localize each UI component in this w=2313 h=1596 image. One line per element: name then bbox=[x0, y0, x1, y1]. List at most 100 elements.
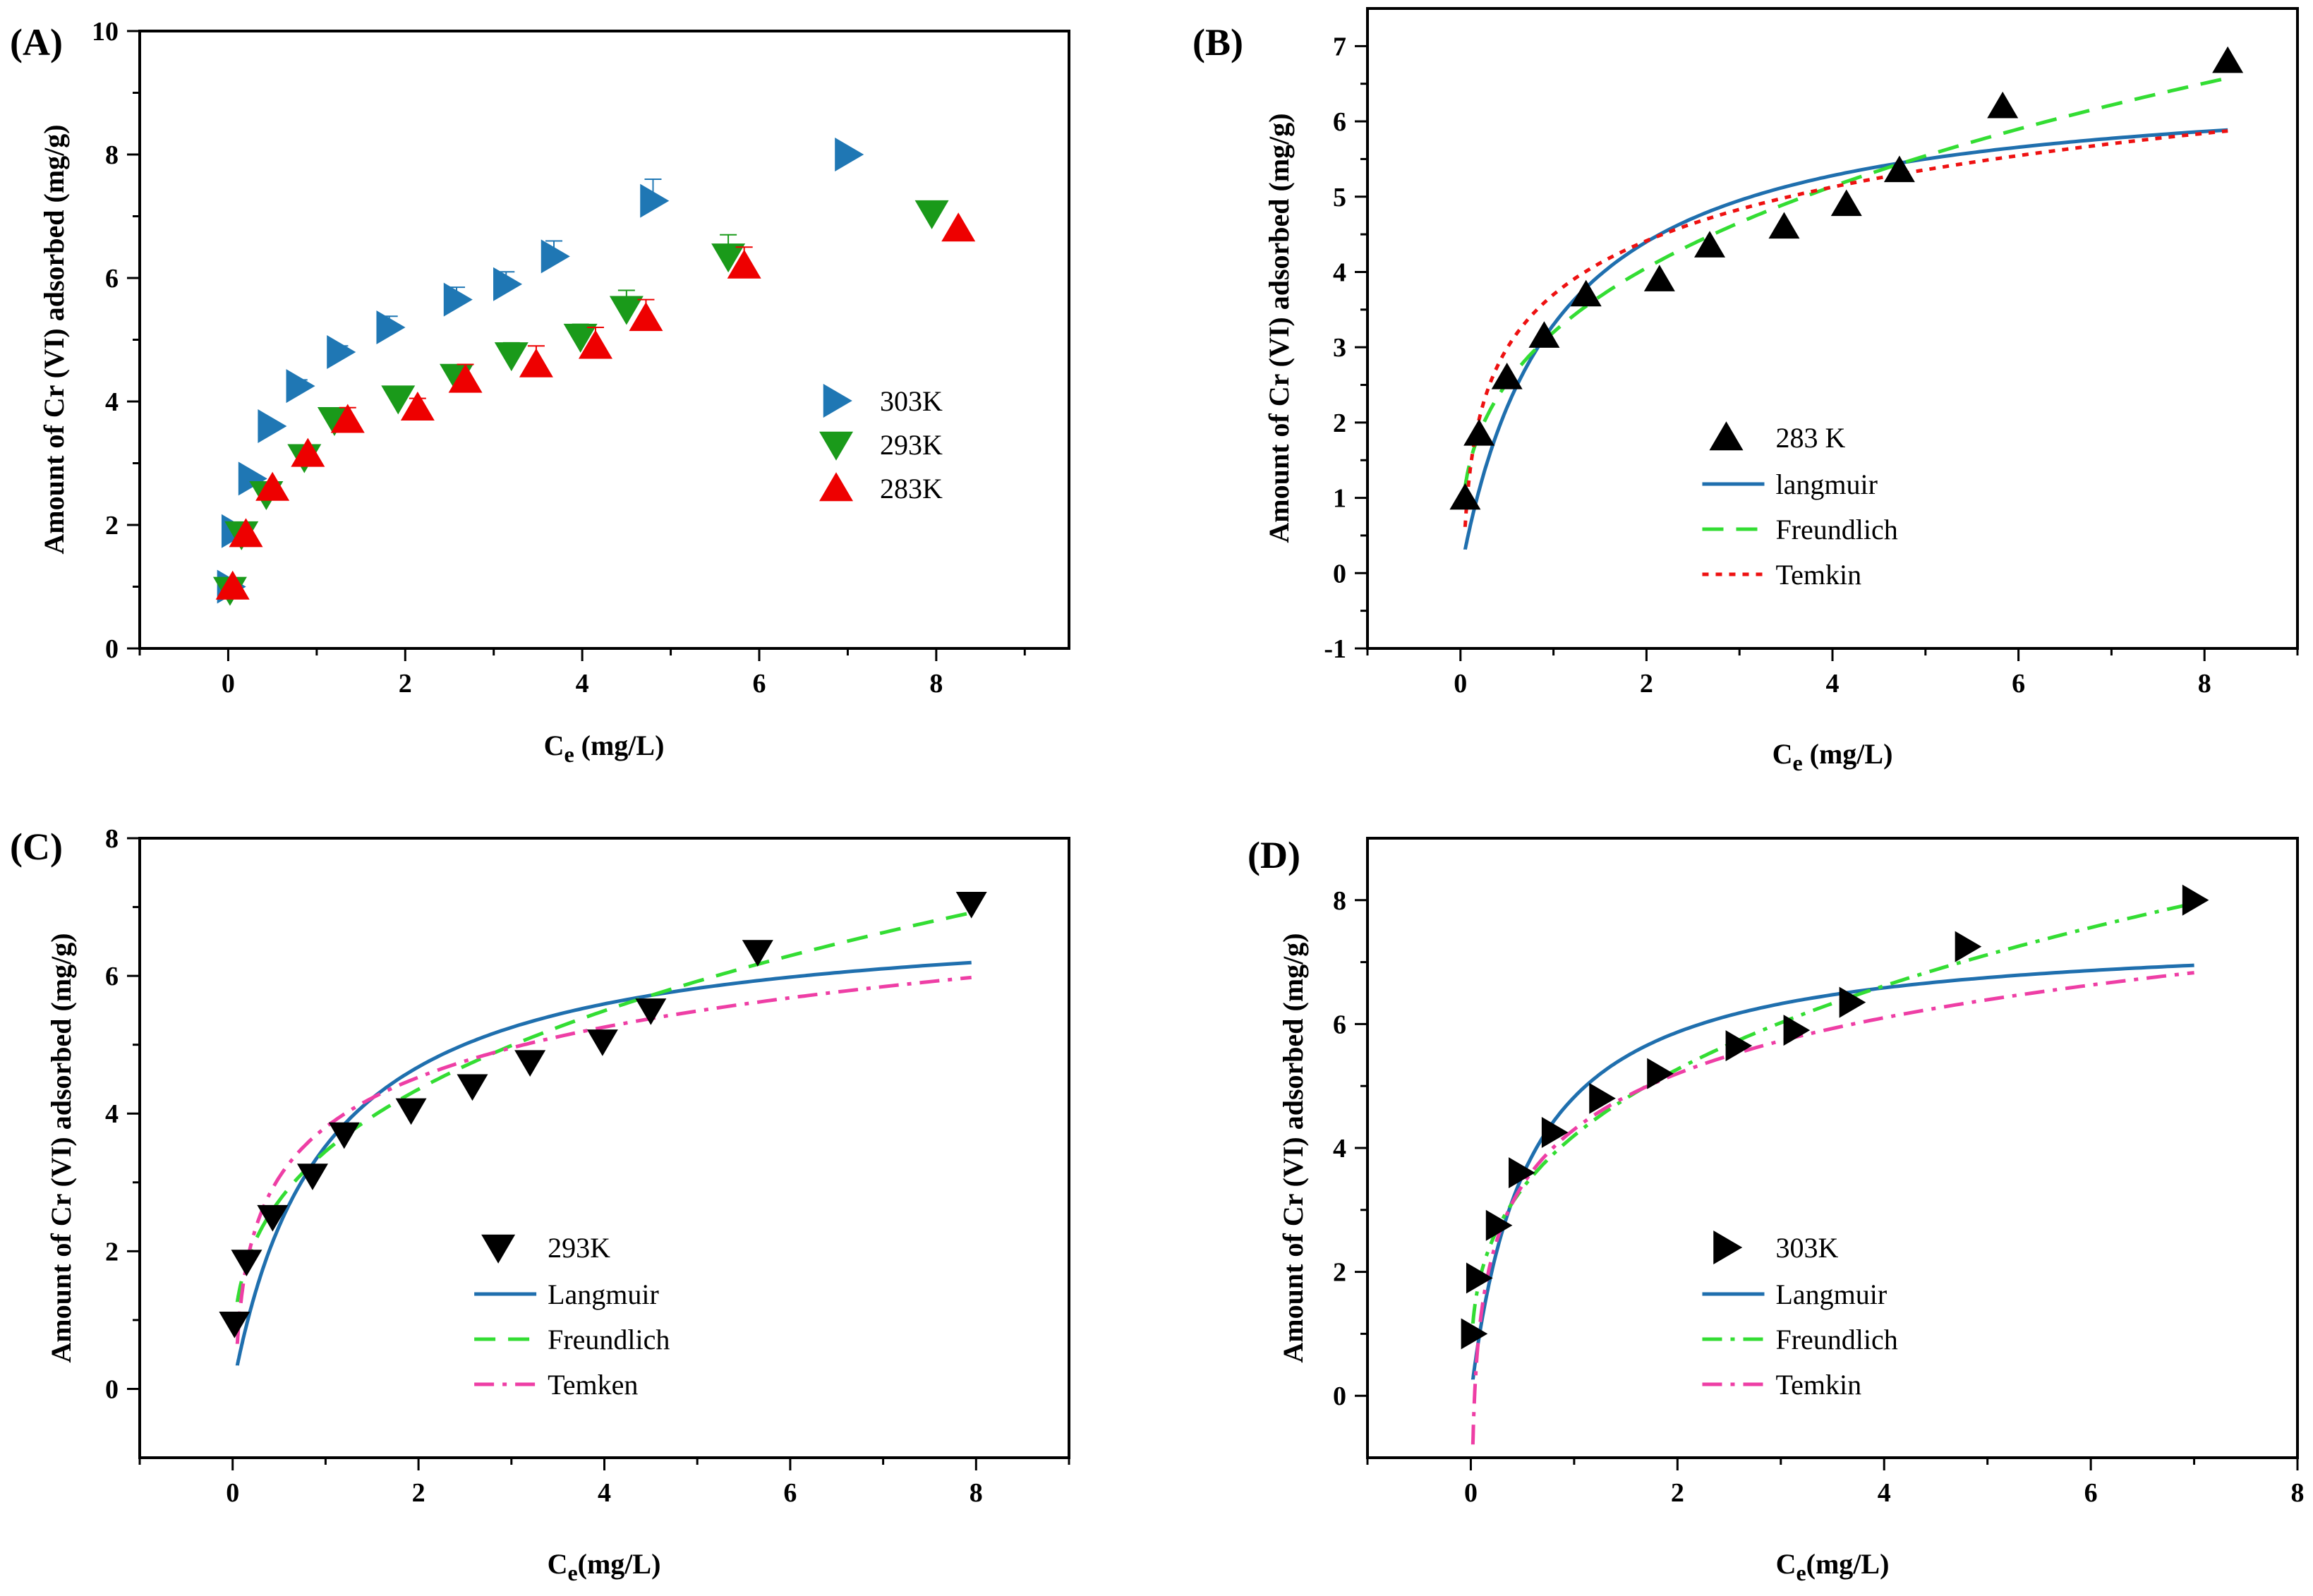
panel-c-xlabel-rest: (mg/L) bbox=[578, 1548, 661, 1580]
panel-d-point bbox=[1485, 1209, 1513, 1241]
panel-c-xtick-label: 8 bbox=[970, 1478, 983, 1508]
panel-c-xtick-label: 2 bbox=[412, 1478, 425, 1508]
panel-b-legend-label: langmuir bbox=[1775, 468, 1877, 500]
panel-b-xlabel-main: C bbox=[1773, 738, 1793, 770]
panel-d-point bbox=[1541, 1117, 1569, 1149]
panel-a: (A) 0 2 4 6 8 0 2 4 6 8 10 Amount of Cr (VI) adsor… bbox=[10, 17, 1070, 767]
panel-b-point bbox=[1694, 231, 1726, 258]
panel-b-xtick-label: 2 bbox=[1640, 669, 1653, 699]
panel-c-point bbox=[955, 891, 987, 919]
panel-a-point-283K bbox=[400, 391, 435, 421]
panel-d-legend-label: Temkin bbox=[1775, 1369, 1861, 1401]
panel-c-xlabel-main: C bbox=[548, 1548, 568, 1580]
panel-a-xlabel-main: C bbox=[544, 730, 564, 761]
panel-a-point-303K bbox=[258, 409, 287, 443]
panel-b-xlabel-rest: (mg/L) bbox=[1803, 738, 1893, 770]
panel-a-point-303K bbox=[540, 239, 570, 274]
panel-d-xtick-label: 8 bbox=[2291, 1478, 2305, 1508]
panel-c-ytick-label: 6 bbox=[105, 962, 119, 991]
panel-b-ticks: 0 2 4 6 8 -1 0 1 2 3 4 5 6 7 bbox=[1324, 32, 2299, 699]
panel-a-point-303K bbox=[443, 282, 473, 317]
panel-c-marks bbox=[219, 891, 987, 1366]
panel-c-xtick-label: 4 bbox=[598, 1478, 611, 1508]
panel-d: (D) 0 2 4 6 8 0 2 4 6 8 Amount of Cr (VI) adsorbe… bbox=[1248, 834, 2305, 1585]
panel-a-ticks: 0 2 4 6 8 0 2 4 6 8 10 bbox=[92, 17, 1026, 699]
panel-b-xtick-label: 8 bbox=[2198, 669, 2211, 699]
panel-a-legend-marker-283K bbox=[819, 472, 853, 502]
panel-b-point bbox=[1883, 155, 1915, 183]
panel-c-ticks: 0 2 4 6 8 0 2 4 6 8 bbox=[105, 824, 1070, 1508]
panel-a-ytick-label: 8 bbox=[105, 140, 119, 170]
panel-c-point bbox=[586, 1029, 618, 1056]
panel-a-point-293K bbox=[381, 385, 416, 415]
panel-b-ytick-label: 0 bbox=[1333, 559, 1346, 588]
panel-a-point-283K bbox=[255, 471, 290, 501]
panel-a-xtick-label: 0 bbox=[222, 669, 235, 699]
panel-b-ytick-label: 3 bbox=[1333, 333, 1346, 363]
panel-a-xlabel-sub: e bbox=[564, 742, 574, 767]
panel-a-point-283K bbox=[215, 570, 250, 600]
panel-d-point bbox=[1509, 1157, 1535, 1189]
panel-c-point bbox=[457, 1074, 488, 1101]
panel-d-point bbox=[1461, 1318, 1488, 1350]
panel-b-ytick-label: 6 bbox=[1333, 107, 1346, 137]
panel-d-fit-langmuir bbox=[1470, 963, 2194, 1380]
panel-a-point-293K bbox=[609, 296, 644, 325]
panel-b-point bbox=[1463, 418, 1495, 446]
panel-d-xlabel-sub: e bbox=[1796, 1560, 1806, 1585]
panel-a-ytick-label: 2 bbox=[105, 511, 119, 540]
panel-c-ytick-label: 4 bbox=[105, 1099, 119, 1129]
panel-a-legend: 303K 293K 283K bbox=[819, 384, 943, 504]
panel-a-point-303K bbox=[238, 461, 267, 496]
panel-a-ytick-label: 4 bbox=[105, 387, 119, 417]
panel-b-ytick-label: 1 bbox=[1333, 484, 1346, 514]
panel-d-ytick-label: 6 bbox=[1333, 1010, 1346, 1039]
panel-a-xlabel: Ce (mg/L) bbox=[544, 730, 665, 767]
panel-a-legend-marker-303K bbox=[823, 384, 852, 418]
panel-c-legend-label: Temken bbox=[548, 1369, 638, 1401]
panel-a-point-283K bbox=[727, 249, 761, 279]
panel-d-label: (D) bbox=[1248, 834, 1300, 876]
panel-d-xlabel: Ce(mg/L) bbox=[1776, 1548, 1890, 1585]
panel-d-ticks: 0 2 4 6 8 0 2 4 6 8 bbox=[1333, 886, 2305, 1508]
panel-d-legend: 303K Langmuir Freundlich Temkin bbox=[1702, 1231, 1898, 1401]
panel-d-point bbox=[2182, 884, 2209, 916]
panel-d-xtick-label: 6 bbox=[2084, 1478, 2098, 1508]
panel-d-marks bbox=[1461, 884, 2209, 1445]
panel-b-ytick-label: 7 bbox=[1333, 32, 1346, 61]
panel-b-legend: 283 K langmuir Freundlich Temkin bbox=[1702, 421, 1898, 591]
panel-c-point bbox=[328, 1122, 360, 1149]
panel-c-point bbox=[742, 940, 773, 967]
panel-a-xlabel-rest: (mg/L) bbox=[574, 730, 665, 761]
panel-b-ytick-label: 5 bbox=[1333, 183, 1346, 212]
panel-d-point bbox=[1589, 1082, 1616, 1114]
panel-b-xtick-label: 4 bbox=[1826, 669, 1840, 699]
panel-c-fit-langmuir bbox=[235, 960, 972, 1366]
panel-c-point bbox=[219, 1312, 250, 1338]
panel-d-point bbox=[1466, 1262, 1493, 1294]
panel-a-legend-label: 283K bbox=[880, 473, 943, 504]
panel-d-legend-label: Freundlich bbox=[1775, 1324, 1897, 1355]
panel-a-point-293K bbox=[563, 323, 598, 353]
panel-b-xlabel: Ce (mg/L) bbox=[1773, 738, 1893, 775]
panel-d-xlabel-main: C bbox=[1776, 1548, 1796, 1580]
panel-a-xtick-label: 8 bbox=[929, 669, 943, 699]
panel-c-xlabel: Ce(mg/L) bbox=[548, 1548, 661, 1585]
panel-d-point bbox=[1725, 1030, 1753, 1062]
panel-a-point-283K bbox=[229, 518, 263, 548]
panel-c-xtick-label: 0 bbox=[226, 1478, 239, 1508]
panel-d-ytick-label: 4 bbox=[1333, 1134, 1346, 1163]
panel-a-xtick-label: 2 bbox=[399, 669, 412, 699]
panel-b-ytick-label: 4 bbox=[1333, 258, 1346, 287]
panel-a-point-303K bbox=[493, 267, 523, 301]
panel-b-ytick-label: -1 bbox=[1324, 634, 1346, 664]
panel-d-xtick-label: 0 bbox=[1464, 1478, 1478, 1508]
panel-b-xlabel-sub: e bbox=[1792, 750, 1802, 775]
panel-a-ylabel: Amount of Cr (VI) adsorbed (mg/g) bbox=[38, 124, 70, 554]
panel-b-marks bbox=[1449, 46, 2244, 550]
panel-a-point-283K bbox=[291, 437, 325, 467]
panel-a-point-293K bbox=[711, 243, 746, 273]
panel-d-xtick-label: 2 bbox=[1671, 1478, 1684, 1508]
panel-b-point bbox=[1768, 212, 1800, 239]
